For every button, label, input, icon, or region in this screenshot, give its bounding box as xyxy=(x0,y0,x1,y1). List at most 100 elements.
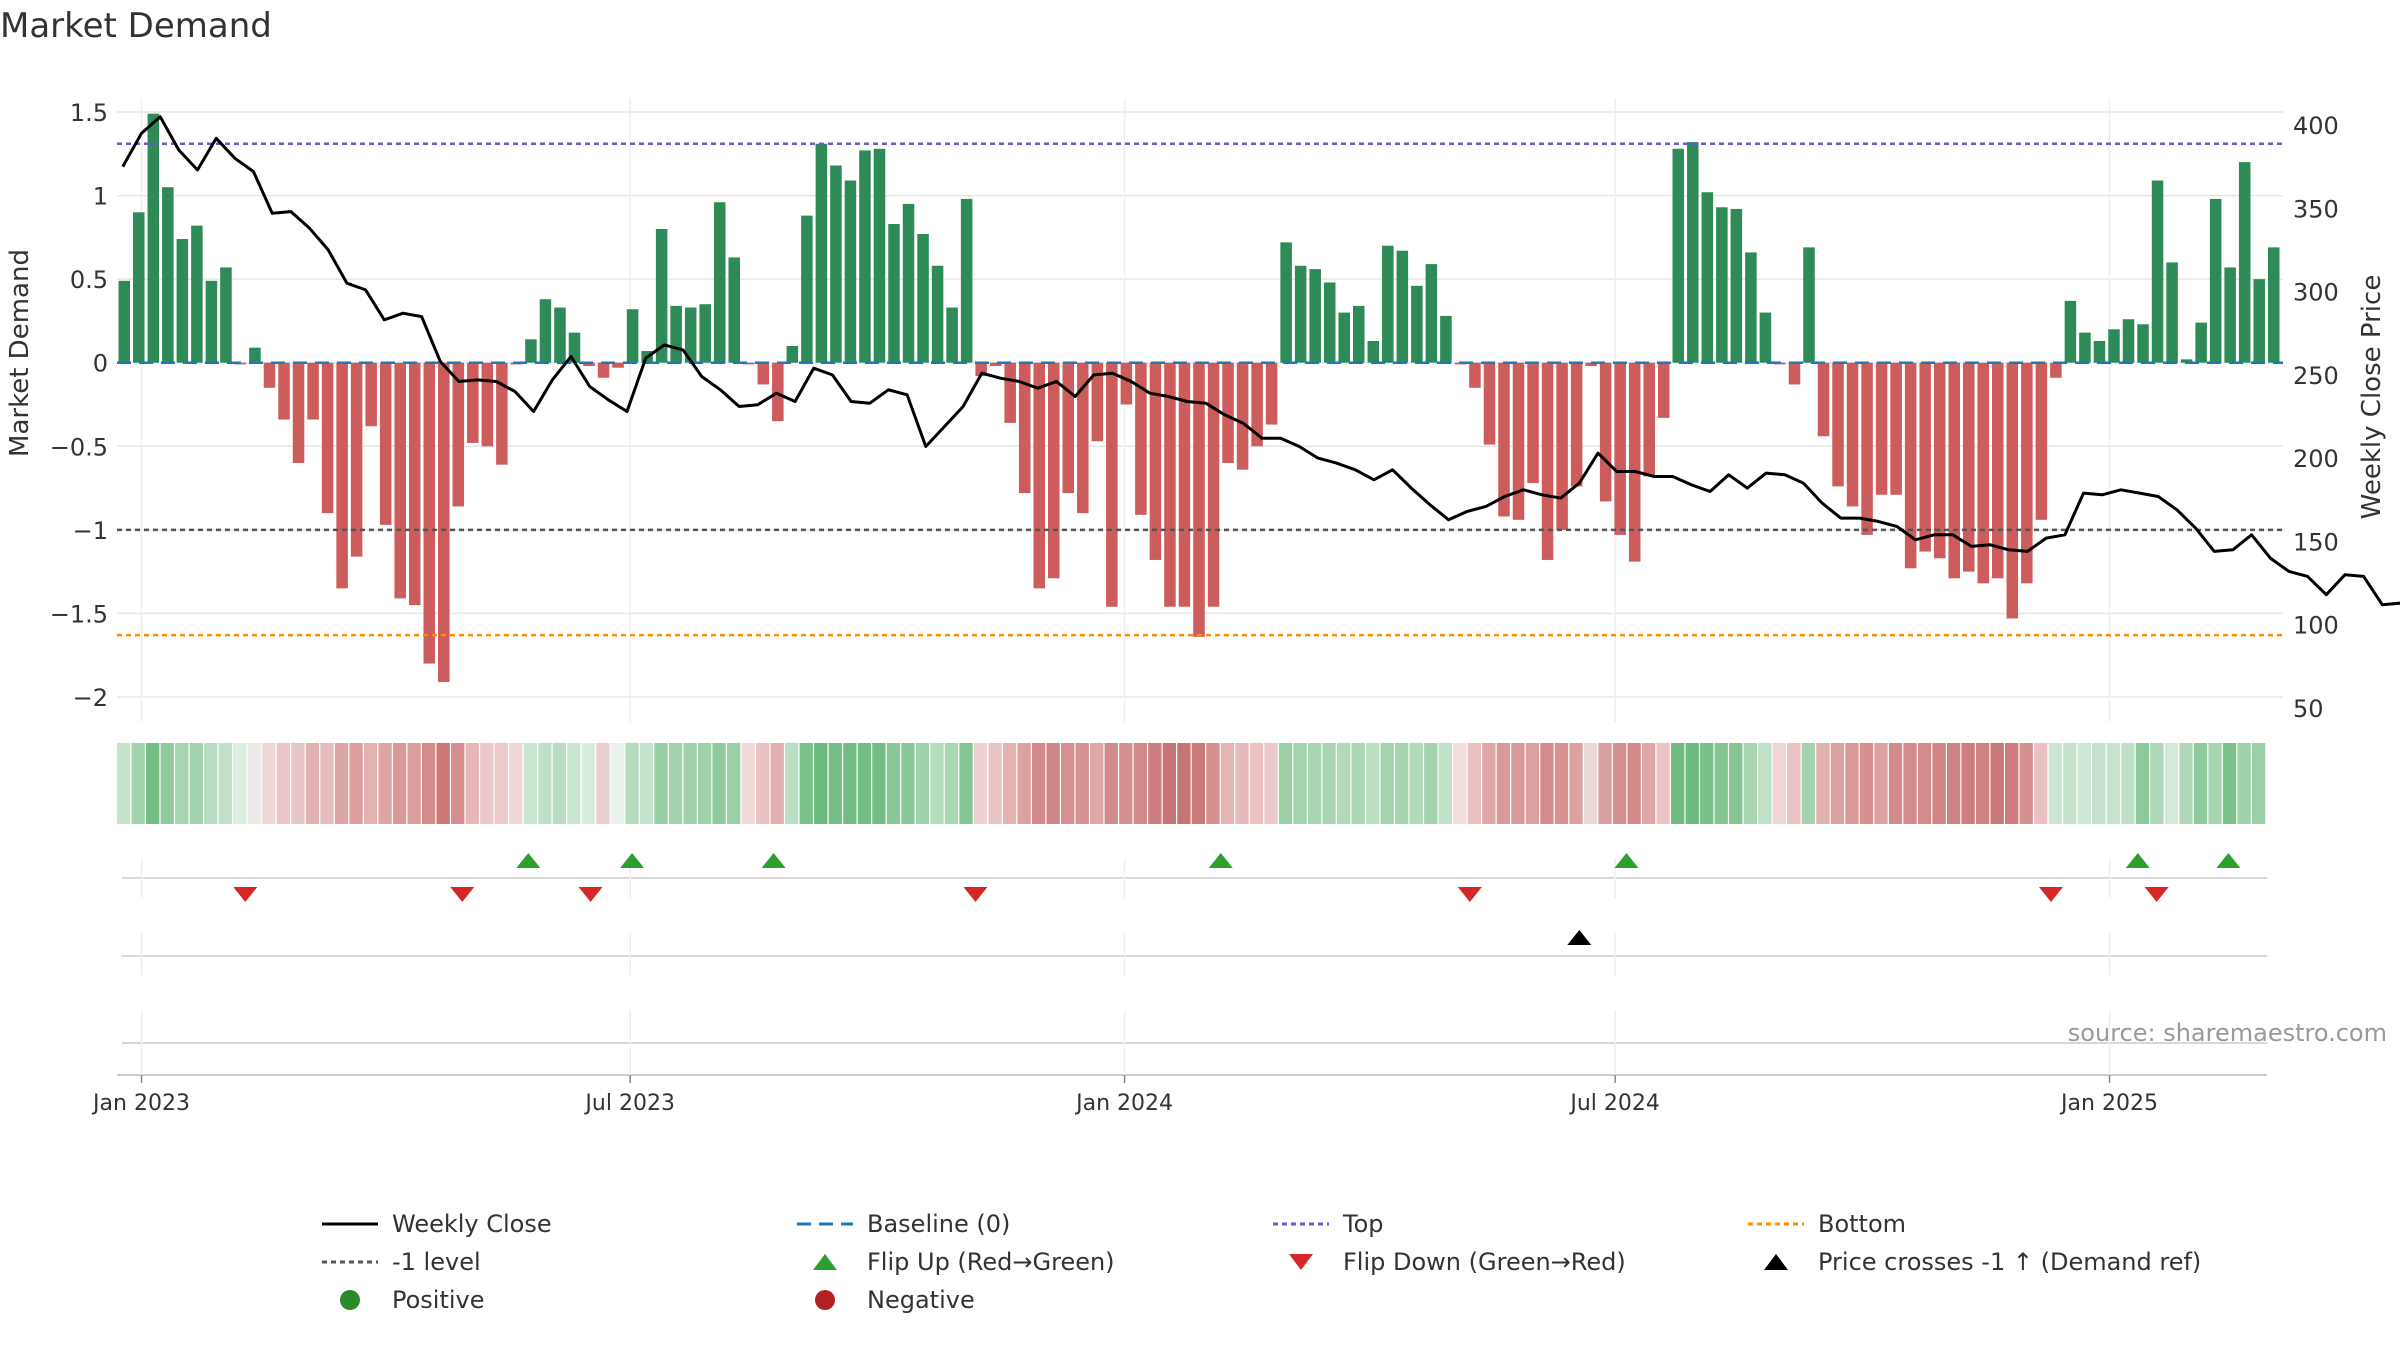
demand-bar xyxy=(452,362,465,507)
demand-bar xyxy=(467,362,479,443)
demand-bar xyxy=(1614,362,1626,535)
demand-bar xyxy=(423,362,436,664)
demand-bar xyxy=(1120,362,1133,405)
demand-bar xyxy=(1933,362,1946,559)
heat-cell xyxy=(363,743,378,824)
demand-bar xyxy=(1948,362,1960,579)
y-tick-label: 0.5 xyxy=(70,266,108,294)
demand-bar xyxy=(699,304,711,363)
legend-label: Negative xyxy=(867,1286,975,1314)
legend-item: Positive xyxy=(340,1286,485,1314)
legend-label: Top xyxy=(1342,1210,1384,1238)
heat-cell xyxy=(1293,743,1307,824)
heat-cell xyxy=(1249,743,1264,824)
demand-bar xyxy=(1570,362,1583,487)
demand-bar xyxy=(1687,142,1699,363)
demand-bar xyxy=(786,346,799,363)
demand-bar xyxy=(1236,362,1249,470)
heat-cell xyxy=(407,743,421,824)
demand-bar xyxy=(2006,362,2019,619)
demand-bar xyxy=(379,362,392,525)
heat-cell xyxy=(1133,743,1147,824)
axes: 1.5 1 0.5 0 −0.5 −1 −1.5 −2 400 350 300 250 200 150 10… xyxy=(50,99,2339,723)
heat-cell xyxy=(1031,743,1046,824)
demand-bar xyxy=(249,347,261,363)
demand-bar xyxy=(1701,192,1714,363)
heat-cell xyxy=(523,743,537,824)
heat-cell xyxy=(218,743,232,824)
heat-cell xyxy=(2106,743,2121,824)
flip-down-marker xyxy=(963,887,988,902)
demand-bar xyxy=(684,307,697,363)
weekly-close-line xyxy=(121,115,2400,607)
heat-cell xyxy=(610,743,625,824)
heat-cell xyxy=(1409,743,1423,824)
heat-cell xyxy=(334,743,349,824)
demand-bar xyxy=(844,180,857,363)
legend-item: Baseline (0) xyxy=(797,1210,1010,1238)
heat-cell xyxy=(1801,743,1816,824)
y-tick-label: −2 xyxy=(73,684,108,712)
demand-bar xyxy=(2122,319,2135,363)
demand-bar xyxy=(568,332,581,363)
heat-cell xyxy=(1511,743,1525,824)
heat-cell xyxy=(2135,743,2150,824)
y-tick-label: −1 xyxy=(73,517,108,545)
heat-cell xyxy=(436,743,450,824)
heat-cell xyxy=(1729,743,1743,824)
demand-bar xyxy=(989,362,1002,367)
y-tick-label: 0 xyxy=(93,350,108,378)
x-tick-label: Jan 2024 xyxy=(1074,1091,1173,1116)
reference-lines xyxy=(117,142,2283,637)
heat-cell xyxy=(1569,743,1583,824)
demand-bar xyxy=(2151,180,2164,363)
demand-bar xyxy=(975,362,987,377)
heat-cell xyxy=(349,743,363,824)
heat-cell xyxy=(1075,743,1089,824)
demand-bar xyxy=(496,362,508,465)
demand-bar xyxy=(1875,362,1888,495)
demand-bar xyxy=(2079,332,2091,363)
heat-cell xyxy=(1787,743,1801,824)
heat-cell xyxy=(2048,743,2062,824)
y2-tick-label: 250 xyxy=(2293,362,2339,390)
demand-bar xyxy=(1469,362,1481,388)
legend-item: Top xyxy=(1273,1210,1384,1238)
demand-bar xyxy=(205,280,218,363)
demand-bar xyxy=(2021,362,2033,584)
heat-cell xyxy=(1554,743,1569,824)
heat-cell xyxy=(1874,743,1888,824)
demand-bar xyxy=(1338,312,1350,363)
demand-bar xyxy=(1193,362,1205,637)
flip-down-marker xyxy=(2144,887,2169,902)
heat-cell xyxy=(1598,743,1612,824)
demand-bar xyxy=(1164,362,1176,607)
heat-cell xyxy=(2121,743,2135,824)
chart-title: Market Demand xyxy=(0,6,272,46)
heat-cell xyxy=(262,743,276,824)
demand-bar xyxy=(612,362,624,368)
heat-cell xyxy=(1917,743,1932,824)
demand-bar xyxy=(2195,322,2207,363)
demand-bar xyxy=(1716,207,1728,363)
flip-up-marker xyxy=(2125,853,2150,868)
heat-cell xyxy=(1976,743,1990,824)
demand-bar xyxy=(1280,242,1292,363)
legend-item: Flip Up (Red→Green) xyxy=(813,1248,1115,1276)
demand-heat-strip xyxy=(117,743,2266,824)
heat-cell xyxy=(1772,743,1787,824)
demand-bar xyxy=(873,148,886,363)
heat-cell xyxy=(1206,743,1220,824)
demand-bar xyxy=(1411,285,1423,363)
demand-bar xyxy=(1556,362,1568,530)
heat-cell xyxy=(291,743,305,824)
demand-bar xyxy=(1541,362,1554,560)
heat-cell xyxy=(1191,743,1206,824)
heat-cell xyxy=(944,743,959,824)
demand-bar xyxy=(1077,362,1089,514)
heat-cell xyxy=(625,743,639,824)
heat-cell xyxy=(1017,743,1031,824)
heat-cell xyxy=(596,743,610,824)
heat-cell xyxy=(392,743,407,824)
heat-cell xyxy=(2179,743,2193,824)
